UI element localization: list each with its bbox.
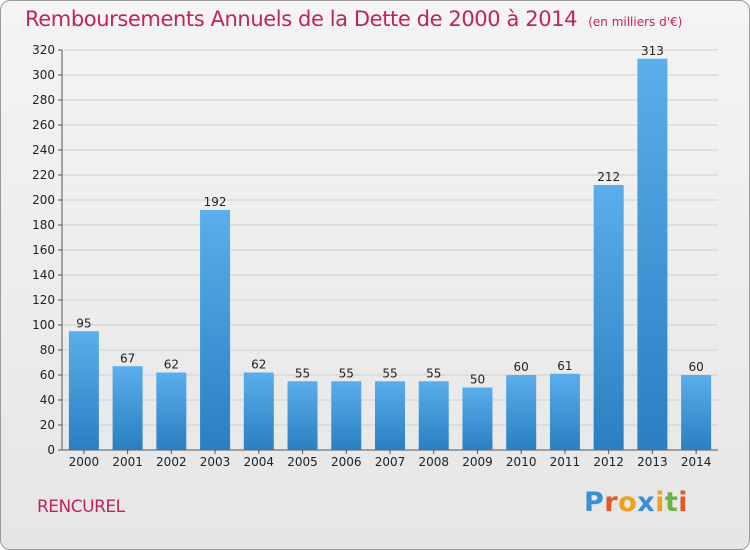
y-tick-label: 280: [32, 93, 55, 107]
bar: [593, 185, 624, 450]
bar: [156, 372, 187, 450]
bar: [375, 381, 405, 450]
logo-letter: r: [604, 487, 619, 518]
bar-value-label: 60: [688, 360, 703, 374]
y-tick-label: 320: [32, 43, 55, 57]
bar: [418, 381, 449, 450]
bar-value-label: 50: [470, 373, 485, 387]
x-tick-label: 2008: [418, 455, 449, 469]
y-tick-label: 20: [40, 418, 55, 432]
bar-value-label: 192: [204, 195, 227, 209]
bar: [112, 366, 143, 450]
y-tick-label: 200: [32, 193, 55, 207]
logo-letter: i: [655, 487, 665, 518]
x-tick-label: 2002: [156, 455, 187, 469]
x-tick-label: 2011: [550, 455, 581, 469]
y-tick-label: 0: [47, 443, 55, 457]
bar-value-label: 55: [426, 366, 441, 380]
bar: [200, 210, 231, 450]
bar: [243, 372, 274, 450]
y-tick-label: 120: [32, 293, 55, 307]
x-tick-label: 2004: [244, 455, 275, 469]
x-tick-label: 2000: [69, 455, 100, 469]
y-tick-label: 80: [40, 343, 55, 357]
logo-letter: o: [618, 487, 638, 518]
bar-value-label: 67: [120, 351, 135, 365]
x-tick-label: 2014: [681, 455, 712, 469]
x-tick-label: 2009: [462, 455, 493, 469]
bar-value-label: 55: [382, 366, 397, 380]
y-tick-label: 180: [32, 218, 55, 232]
bar-value-label: 62: [164, 358, 179, 372]
place-name: RENCUREL: [37, 497, 125, 517]
chart-title-text: Remboursements Annuels de la Dette de 20…: [25, 7, 578, 31]
bar-value-label: 62: [251, 358, 266, 372]
y-tick-label: 220: [32, 168, 55, 182]
x-tick-label: 2005: [287, 455, 318, 469]
bar: [287, 381, 318, 450]
y-tick-label: 260: [32, 118, 55, 132]
logo-letter: i: [678, 487, 689, 518]
x-tick-label: 2012: [593, 455, 624, 469]
logo-letter: x: [637, 487, 656, 518]
bar: [549, 373, 580, 450]
y-tick-label: 60: [40, 368, 55, 382]
bar: [637, 58, 668, 450]
chart-unit-label: (en milliers d'€): [588, 15, 683, 29]
y-tick-label: 140: [32, 268, 55, 282]
bar-value-label: 313: [641, 44, 664, 58]
bar-value-label: 55: [295, 366, 310, 380]
bar: [681, 375, 712, 450]
y-tick-label: 160: [32, 243, 55, 257]
x-tick-label: 2007: [375, 455, 406, 469]
logo-letter: P: [584, 487, 605, 518]
x-tick-label: 2010: [506, 455, 537, 469]
logo-letter: t: [664, 487, 679, 518]
bar-value-label: 60: [514, 360, 529, 374]
bar: [506, 375, 537, 450]
x-tick-label: 2006: [331, 455, 362, 469]
bar-value-label: 95: [76, 316, 91, 330]
bar-value-label: 61: [557, 359, 572, 373]
y-tick-label: 300: [32, 68, 55, 82]
bar-value-label: 212: [597, 170, 620, 184]
bar: [331, 381, 362, 450]
y-tick-label: 100: [32, 318, 55, 332]
x-tick-label: 2013: [637, 455, 668, 469]
bar: [68, 331, 99, 450]
bar-value-label: 55: [339, 366, 354, 380]
chart-title: Remboursements Annuels de la Dette de 20…: [25, 7, 682, 31]
proxiti-logo: Proxiti: [584, 487, 688, 518]
bar: [462, 387, 493, 450]
y-tick-label: 240: [32, 143, 55, 157]
x-tick-label: 2001: [112, 455, 143, 469]
y-tick-label: 40: [40, 393, 55, 407]
x-tick-label: 2003: [200, 455, 231, 469]
